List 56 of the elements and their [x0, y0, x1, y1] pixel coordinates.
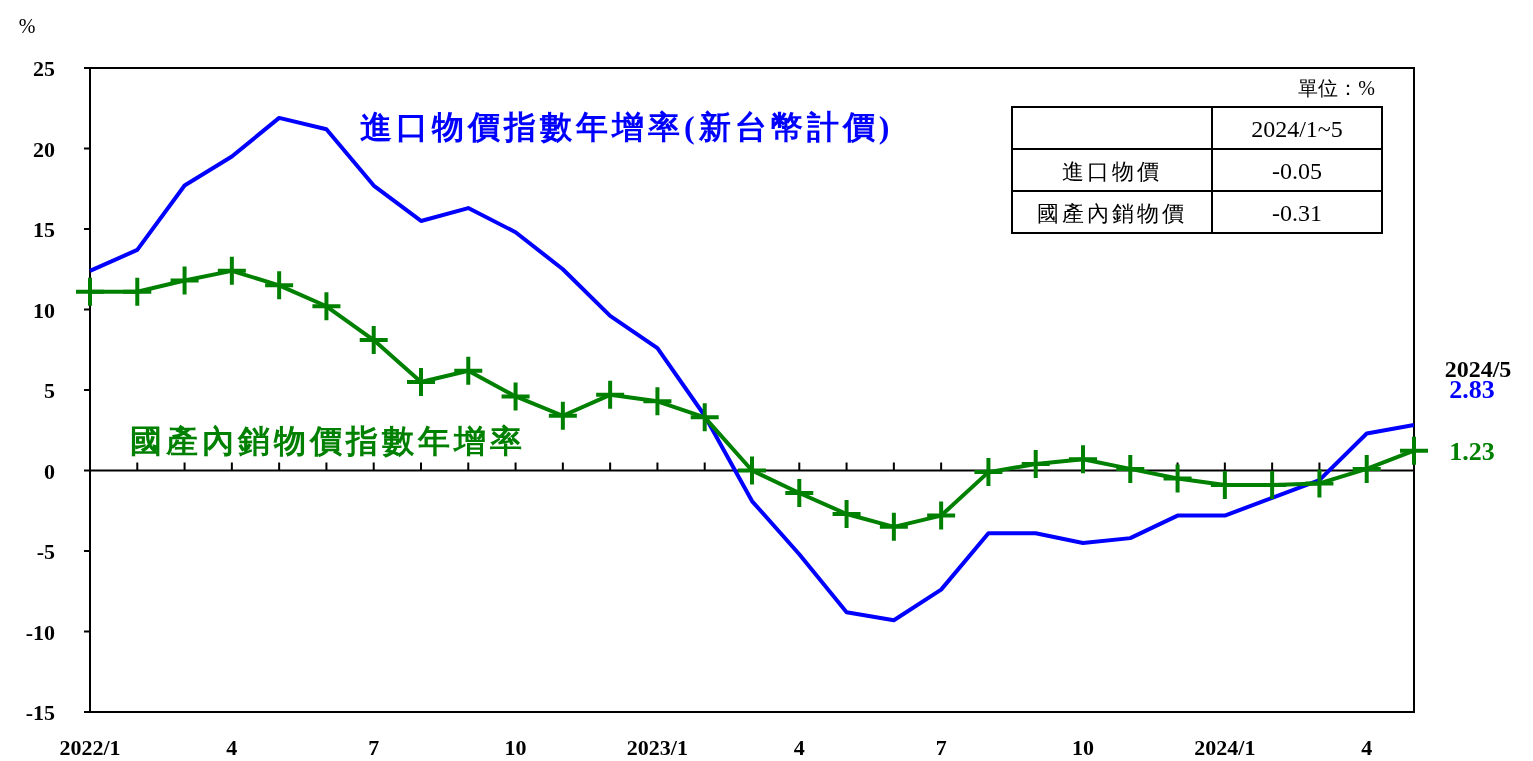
y-tick-label: 10 [33, 297, 55, 323]
x-tick-label: 10 [1072, 735, 1094, 760]
annotation: 單位：% [1298, 77, 1375, 99]
y-tick-label: -15 [25, 700, 55, 725]
point [1116, 454, 1145, 483]
point [1400, 436, 1428, 465]
y-tick-label: -10 [25, 619, 55, 645]
point [1021, 450, 1050, 479]
x-tick-label: 7 [935, 735, 947, 760]
y-tick-label: 15 [33, 217, 55, 242]
point [170, 266, 199, 295]
point [1163, 464, 1192, 493]
point [123, 277, 152, 306]
point [1305, 469, 1334, 498]
point [312, 292, 341, 321]
y-tick-label: 25 [33, 56, 55, 81]
series-label: 進口物價指數年增率(新台幣計價) [360, 109, 894, 145]
x-tick-label: 10 [504, 735, 527, 760]
point [596, 380, 625, 409]
annotation: -0.05 [1272, 158, 1322, 184]
annotation: 國產內銷物價 [1037, 201, 1187, 226]
x-tick-label: 7 [368, 735, 380, 760]
x-tick-label: 2023/1 [626, 735, 688, 760]
y-tick-label: 0 [44, 458, 55, 484]
point [1352, 454, 1381, 483]
point [454, 356, 483, 385]
point [974, 458, 1003, 487]
annotation: 2024/1~5 [1251, 116, 1343, 142]
point [501, 382, 530, 411]
series-label: 國產內銷物價指數年增率 [130, 423, 526, 459]
point [548, 401, 577, 430]
point [407, 367, 435, 396]
y-axis-title: % [18, 15, 36, 37]
point [76, 277, 104, 306]
annotation: 進口物價 [1062, 159, 1162, 184]
point [832, 499, 861, 528]
point [785, 479, 814, 508]
y-tick-label: 20 [33, 136, 55, 162]
point [690, 403, 719, 432]
data-label: 1.23 [1449, 436, 1495, 466]
x-tick-label: 4 [793, 735, 805, 760]
x-tick-label: 2024/1 [1194, 735, 1256, 760]
point [1069, 445, 1097, 474]
y-tick-label: -5 [36, 539, 55, 564]
x-tick-label: 4 [226, 735, 238, 760]
y-tick-label: 5 [44, 378, 55, 403]
annotation: -0.31 [1272, 200, 1322, 226]
point [738, 456, 766, 485]
point [359, 326, 388, 355]
x-tick-label: 2022/1 [59, 735, 121, 760]
point [879, 512, 908, 541]
point [265, 271, 294, 300]
point [927, 501, 956, 530]
x-tick-label: 4 [1361, 735, 1373, 760]
point [217, 256, 246, 285]
point [643, 387, 672, 416]
